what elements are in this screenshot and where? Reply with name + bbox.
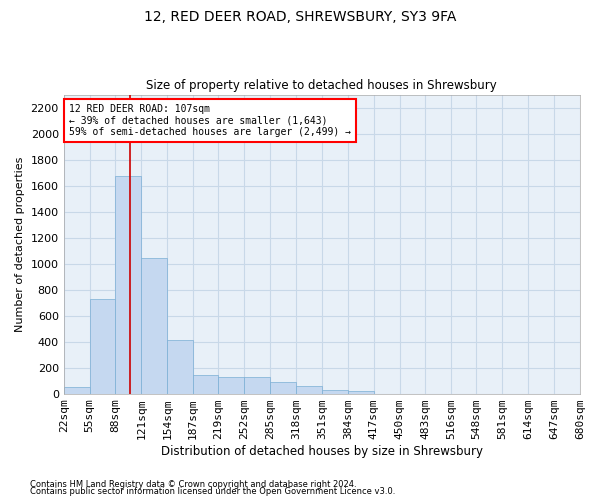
Y-axis label: Number of detached properties: Number of detached properties [15,156,25,332]
Bar [296,386,322,394]
Text: 12, RED DEER ROAD, SHREWSBURY, SY3 9FA: 12, RED DEER ROAD, SHREWSBURY, SY3 9FA [144,10,456,24]
Bar [89,298,115,394]
Bar [218,376,244,394]
X-axis label: Distribution of detached houses by size in Shrewsbury: Distribution of detached houses by size … [161,444,483,458]
Bar [322,390,348,394]
Text: Contains public sector information licensed under the Open Government Licence v3: Contains public sector information licen… [30,488,395,496]
Bar [348,391,374,394]
Bar [64,387,89,394]
Bar [270,382,296,394]
Title: Size of property relative to detached houses in Shrewsbury: Size of property relative to detached ho… [146,79,497,92]
Text: Contains HM Land Registry data © Crown copyright and database right 2024.: Contains HM Land Registry data © Crown c… [30,480,356,489]
Bar [167,340,193,394]
Bar [115,176,142,394]
Text: 12 RED DEER ROAD: 107sqm
← 39% of detached houses are smaller (1,643)
59% of sem: 12 RED DEER ROAD: 107sqm ← 39% of detach… [69,104,351,136]
Bar [142,258,167,394]
Bar [244,376,270,394]
Bar [193,376,218,394]
